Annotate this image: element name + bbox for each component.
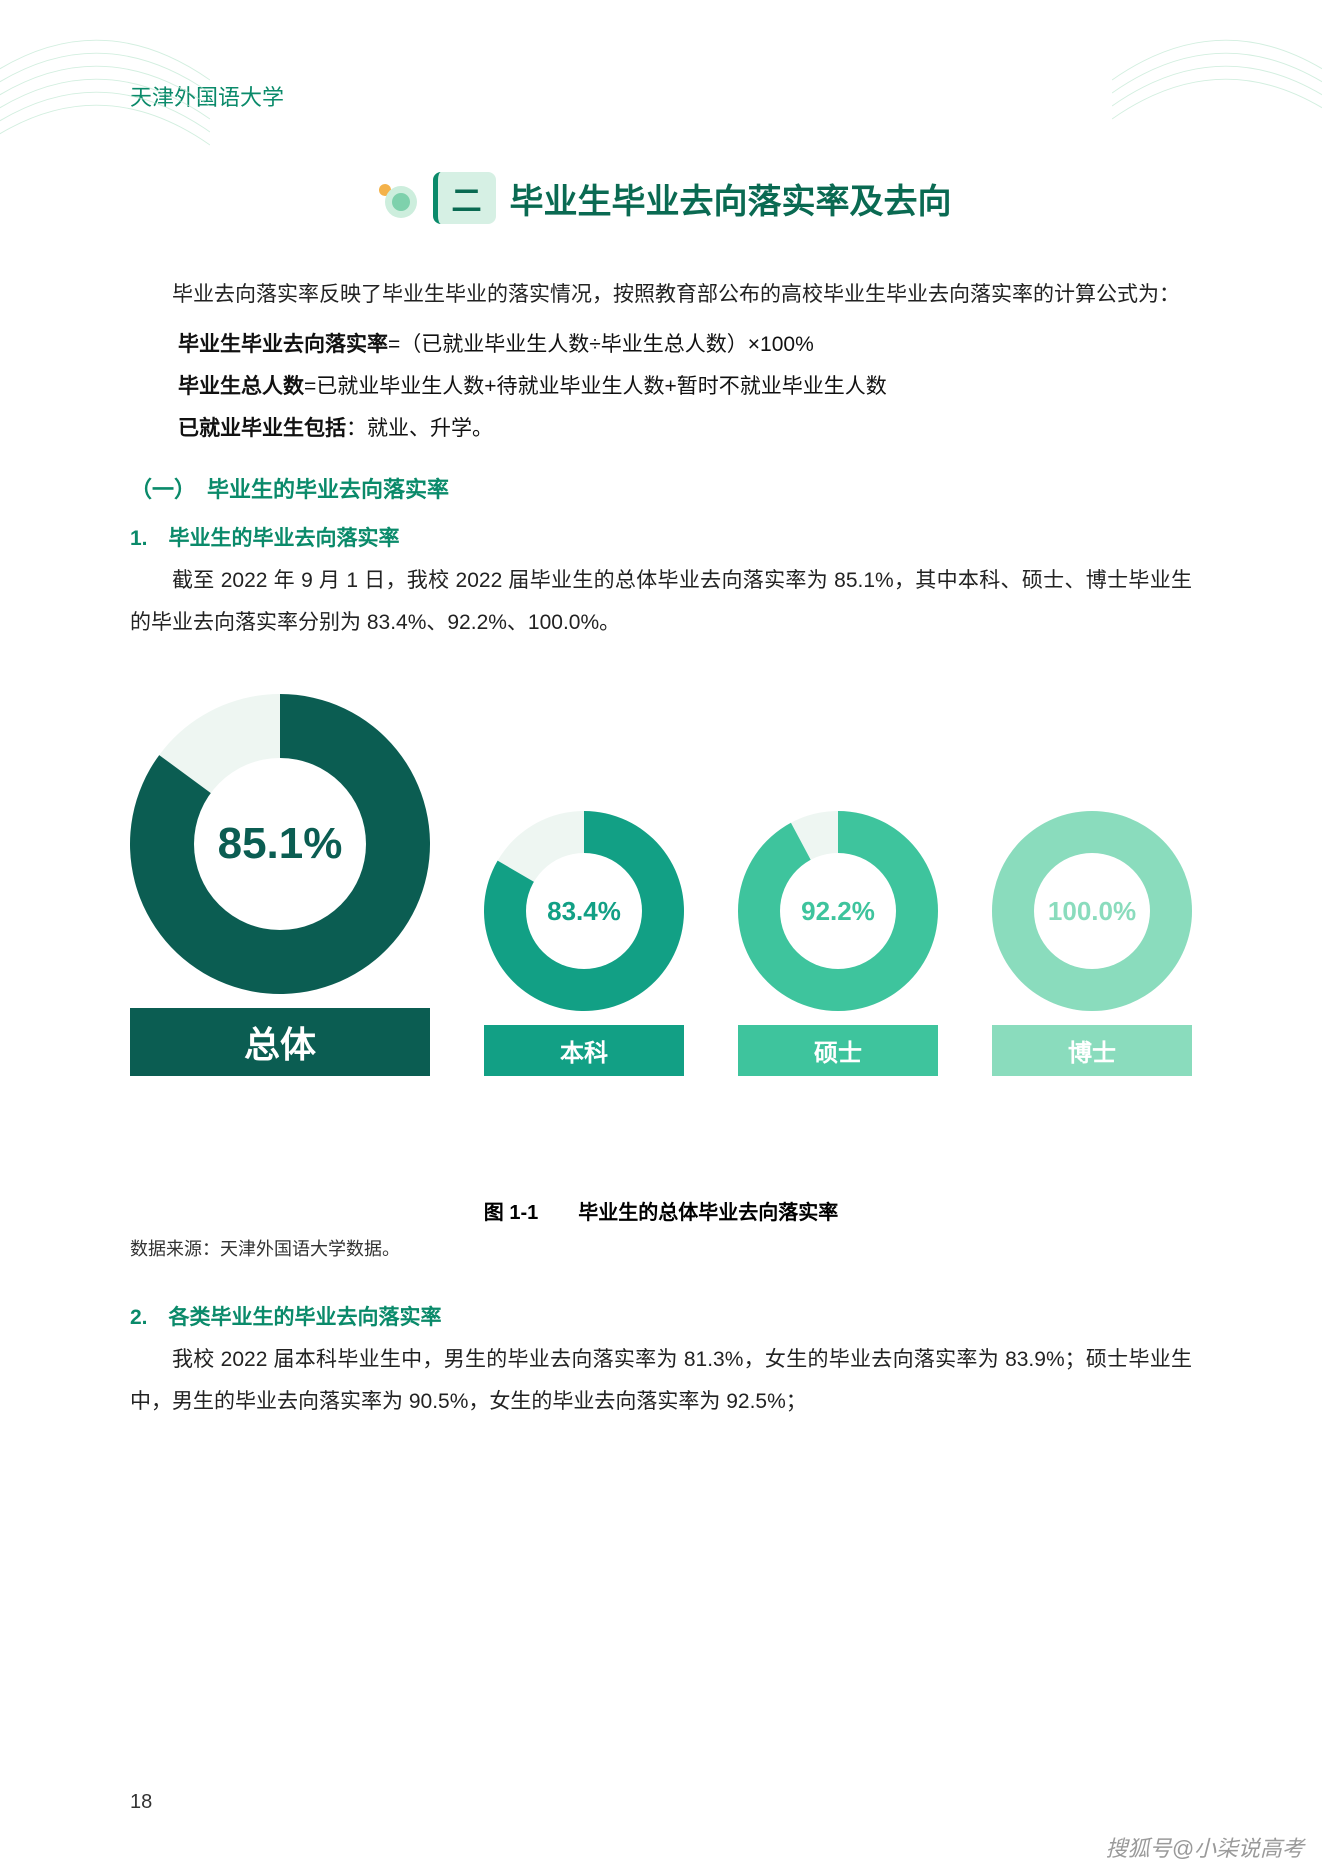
university-name: 天津外国语大学 xyxy=(130,80,1192,112)
donut-master: 92.2% 硕士 xyxy=(738,811,938,1076)
figure-caption: 图 1-1 毕业生的总体毕业去向落实率 xyxy=(130,1196,1192,1225)
donut-label: 总体 xyxy=(130,1008,430,1076)
donut-value: 85.1% xyxy=(130,694,430,994)
formula-2: 毕业生总人数=已就业毕业生人数+待就业毕业生人数+暂时不就业毕业生人数 xyxy=(178,366,1192,408)
donut-label: 博士 xyxy=(992,1025,1192,1076)
section-number: 二 xyxy=(433,172,496,224)
item-1-title: 1. 毕业生的毕业去向落实率 xyxy=(130,522,1192,552)
formula-block: 毕业生毕业去向落实率=（已就业毕业生人数÷毕业生总人数）×100% 毕业生总人数… xyxy=(178,324,1192,450)
item-2-paragraph: 我校 2022 届本科毕业生中，男生的毕业去向落实率为 81.3%，女生的毕业去… xyxy=(130,1339,1192,1423)
watermark: 搜狐号@小柒说高考 xyxy=(1106,1831,1304,1863)
formula-3: 已就业毕业生包括：就业、升学。 xyxy=(178,408,1192,450)
formula-1: 毕业生毕业去向落实率=（已就业毕业生人数÷毕业生总人数）×100% xyxy=(178,324,1192,366)
donut-bachelor: 83.4% 本科 xyxy=(484,811,684,1076)
page-number: 18 xyxy=(130,1791,152,1814)
item-1-paragraph: 截至 2022 年 9 月 1 日，我校 2022 届毕业生的总体毕业去向落实率… xyxy=(130,560,1192,644)
donut-label: 硕士 xyxy=(738,1025,938,1076)
donut-total: 85.1% 总体 xyxy=(130,694,430,1076)
subsection-1-title: （一） 毕业生的毕业去向落实率 xyxy=(130,472,1192,504)
document-page: 天津外国语大学 二 毕业生毕业去向落实率及去向 毕业去向落实率反映了毕业生毕业的… xyxy=(0,0,1322,1869)
section-heading: 二 毕业生毕业去向落实率及去向 xyxy=(130,172,1192,224)
donut-value: 100.0% xyxy=(992,811,1192,1011)
donut-label: 本科 xyxy=(484,1025,684,1076)
intro-paragraph: 毕业去向落实率反映了毕业生毕业的落实情况，按照教育部公布的高校毕业生毕业去向落实… xyxy=(130,274,1192,316)
donut-value: 83.4% xyxy=(484,811,684,1011)
donut-chart-group: 85.1% 总体 83.4% 本科 92.2% 硕士 100.0% 博士 xyxy=(130,694,1192,1076)
donut-value: 92.2% xyxy=(738,811,938,1011)
leaf-dot-icon xyxy=(371,174,419,222)
section-title: 毕业生毕业去向落实率及去向 xyxy=(510,174,952,223)
data-source: 数据来源：天津外国语大学数据。 xyxy=(130,1235,1192,1261)
donut-doctor: 100.0% 博士 xyxy=(992,811,1192,1076)
item-2-title: 2. 各类毕业生的毕业去向落实率 xyxy=(130,1301,1192,1331)
